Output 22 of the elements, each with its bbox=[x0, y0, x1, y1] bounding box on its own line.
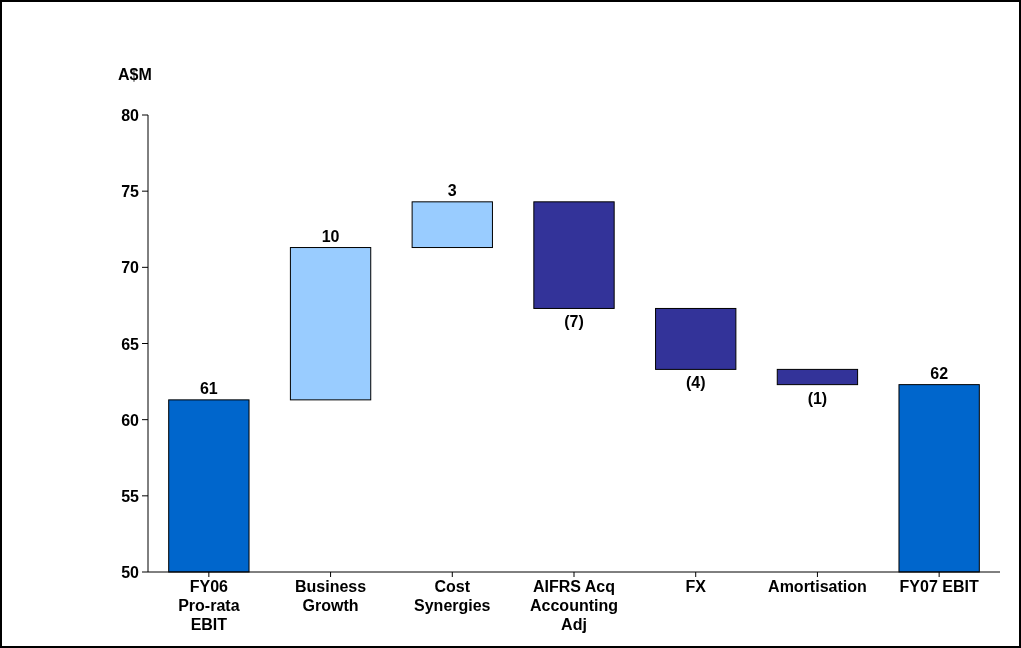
y-tick-label: 50 bbox=[121, 564, 140, 581]
data-label: 3 bbox=[447, 181, 457, 199]
y-axis-title: A$M bbox=[118, 66, 152, 83]
x-tick-label: AIFRS Acq Accounting Adj bbox=[530, 578, 618, 633]
data-label: (4) bbox=[685, 374, 706, 392]
data-label: 10 bbox=[321, 227, 340, 245]
y-tick-label: 75 bbox=[121, 183, 140, 201]
y-tick-label: 70 bbox=[121, 259, 140, 277]
x-tick-label: Amortisation bbox=[768, 578, 867, 595]
data-label: 61 bbox=[199, 379, 218, 397]
x-tick-label: Business Growth bbox=[295, 578, 367, 614]
x-tick-label: FY06 Pro-rata EBIT bbox=[178, 578, 240, 633]
data-label: (1) bbox=[807, 389, 828, 407]
y-tick-label: 60 bbox=[121, 411, 140, 429]
x-tick-label: FX bbox=[685, 578, 707, 595]
y-tick-label: 65 bbox=[121, 335, 140, 353]
data-label: (7) bbox=[564, 313, 584, 331]
y-tick-label: 55 bbox=[121, 487, 140, 505]
x-tick-label: Cost Synergies bbox=[414, 578, 491, 614]
y-tick-label: 80 bbox=[121, 107, 140, 124]
data-label: 62 bbox=[930, 364, 949, 382]
x-tick-label: FY07 EBIT bbox=[899, 578, 979, 595]
